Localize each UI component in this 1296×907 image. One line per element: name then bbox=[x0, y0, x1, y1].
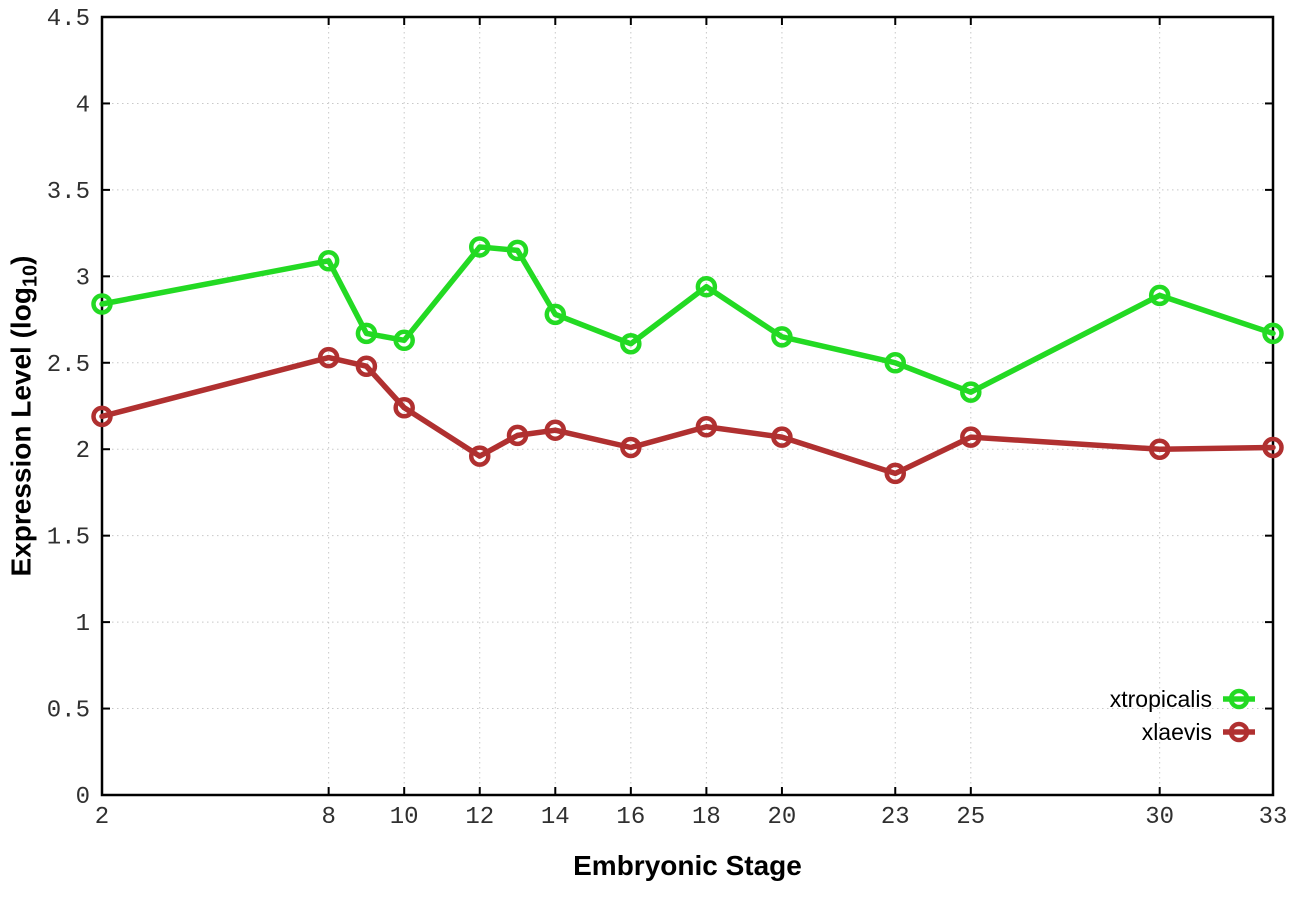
series-xlaevis bbox=[91, 346, 1284, 485]
legend-label-xlaevis: xlaevis bbox=[1142, 719, 1212, 745]
y-tick-label: 4.5 bbox=[47, 6, 90, 33]
x-tick-label: 16 bbox=[616, 804, 645, 831]
data-point-xtropicalis-12 bbox=[468, 236, 491, 258]
data-point-xtropicalis-33 bbox=[1262, 322, 1284, 345]
data-point-xtropicalis-14 bbox=[544, 303, 567, 326]
legend-label-xtropicalis: xtropicalis bbox=[1110, 686, 1212, 712]
y-axis-title-subscript: 10 bbox=[19, 264, 42, 288]
plot-border bbox=[100, 15, 1275, 797]
data-point-xlaevis-16 bbox=[620, 436, 642, 459]
gridlines bbox=[102, 17, 1273, 795]
x-tick-label: 18 bbox=[692, 804, 721, 831]
data-point-xlaevis-25 bbox=[960, 426, 982, 448]
data-point-xtropicalis-10 bbox=[393, 329, 415, 352]
data-point-xlaevis-8 bbox=[317, 346, 340, 369]
x-axis-title: Embryonic Stage bbox=[573, 850, 802, 881]
data-point-xtropicalis-18 bbox=[695, 275, 718, 298]
x-tick-label: 8 bbox=[321, 804, 335, 831]
data-point-xtropicalis-8 bbox=[317, 250, 340, 272]
y-axis-title-text: Expression Level (log bbox=[5, 287, 37, 577]
y-tick-label: 0.5 bbox=[47, 698, 90, 725]
series-xlaevis-line bbox=[99, 354, 1276, 477]
data-point-xlaevis-13 bbox=[506, 424, 529, 447]
data-point-xtropicalis-13 bbox=[506, 239, 529, 262]
x-tick-label: 14 bbox=[541, 804, 570, 831]
data-point-xlaevis-14 bbox=[544, 419, 567, 441]
data-point-xlaevis-33 bbox=[1262, 436, 1284, 459]
data-point-xlaevis-12 bbox=[468, 445, 491, 467]
data-point-xlaevis-18 bbox=[695, 415, 718, 438]
y-axis-title: Expression Level (log10) bbox=[6, 256, 43, 577]
y-tick-label: 3 bbox=[76, 265, 90, 292]
x-tick-label: 2 bbox=[95, 804, 109, 831]
x-tick-label: 25 bbox=[956, 804, 985, 831]
axis-ticks bbox=[101, 16, 1274, 796]
y-tick-label: 2 bbox=[76, 438, 90, 465]
data-point-xtropicalis-23 bbox=[884, 352, 907, 374]
x-tick-label: 30 bbox=[1145, 804, 1174, 831]
data-point-xlaevis-30 bbox=[1148, 438, 1171, 460]
y-axis-title-close: ) bbox=[5, 255, 37, 265]
x-tick-label: 20 bbox=[768, 804, 797, 831]
data-point-xlaevis-20 bbox=[771, 426, 793, 448]
x-tick-label: 33 bbox=[1259, 804, 1288, 831]
y-tick-label: 4 bbox=[76, 92, 90, 119]
y-tick-label: 1 bbox=[76, 611, 90, 638]
data-point-xlaevis-2 bbox=[91, 405, 113, 428]
legend-sample-marker-xlaevis bbox=[1228, 721, 1250, 743]
x-tick-label: 23 bbox=[881, 804, 910, 831]
data-point-xlaevis-23 bbox=[884, 462, 907, 485]
data-point-xtropicalis-9 bbox=[355, 322, 378, 345]
y-tick-label: 2.5 bbox=[47, 352, 90, 379]
data-point-xtropicalis-25 bbox=[960, 381, 982, 403]
legend-sample-marker-xtropicalis bbox=[1228, 688, 1250, 710]
data-point-xlaevis-10 bbox=[393, 396, 415, 419]
x-tick-labels: 2 8 10 12 14 16 18 20 23 25 30 33 bbox=[95, 804, 1288, 831]
data-point-xtropicalis-16 bbox=[620, 333, 642, 355]
legend-entry-xlaevis: xlaevis bbox=[1142, 719, 1255, 745]
y-tick-label: 1.5 bbox=[47, 525, 90, 552]
y-tick-label: 0 bbox=[76, 784, 90, 811]
data-point-xtropicalis-30 bbox=[1148, 284, 1171, 307]
y-tick-labels: 0 0.5 1 1.5 2 2.5 3 3.5 4 4.5 bbox=[47, 6, 90, 811]
series-xtropicalis bbox=[91, 236, 1284, 403]
data-point-xlaevis-9 bbox=[355, 355, 378, 377]
x-tick-label: 12 bbox=[465, 804, 494, 831]
data-point-xtropicalis-2 bbox=[91, 293, 113, 315]
legend-entry-xtropicalis: xtropicalis bbox=[1110, 686, 1255, 712]
legend: xtropicalis xlaevis bbox=[1110, 686, 1255, 745]
data-point-xtropicalis-20 bbox=[771, 326, 793, 348]
y-tick-label: 3.5 bbox=[47, 179, 90, 206]
x-tick-label: 10 bbox=[390, 804, 419, 831]
